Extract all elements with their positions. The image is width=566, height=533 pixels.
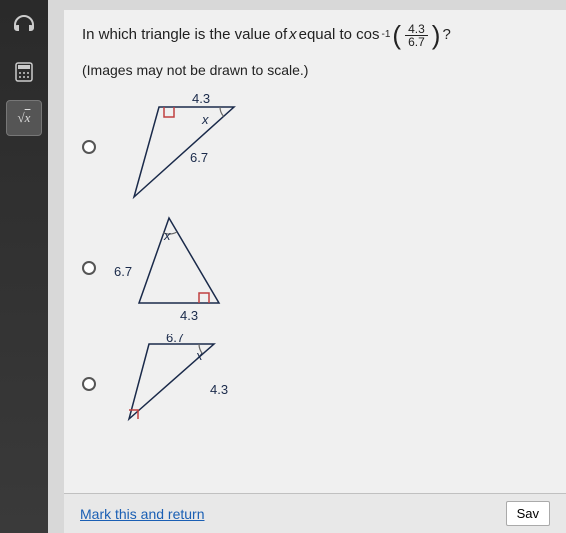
svg-text:6.7: 6.7 — [166, 334, 184, 345]
radio-button[interactable] — [82, 140, 96, 154]
question-panel: In which triangle is the value of x equa… — [64, 10, 566, 533]
footer-bar: Mark this and return Sav — [64, 493, 566, 533]
svg-text:4.3: 4.3 — [180, 308, 198, 323]
question-mid: equal to cos — [299, 23, 380, 47]
question-text: In which triangle is the value of x equa… — [82, 22, 548, 48]
calculator-icon[interactable] — [6, 54, 42, 90]
svg-text:6.7: 6.7 — [114, 264, 132, 279]
radio-button[interactable] — [82, 261, 96, 275]
svg-text:4.3: 4.3 — [210, 382, 228, 397]
fraction-den: 6.7 — [405, 36, 428, 48]
question-prefix: In which triangle is the value of — [82, 23, 287, 47]
fraction: 4.3 6.7 — [405, 23, 428, 48]
svg-text:6.7: 6.7 — [190, 150, 208, 165]
triangle-diagram: 4.3 x 6.7 — [114, 92, 254, 202]
question-suffix: ? — [442, 23, 450, 47]
options-list: 4.3 x 6.7 6.7 4.3 x 6.7 4.3 x — [82, 92, 548, 434]
fraction-num: 4.3 — [405, 23, 428, 36]
svg-text:x: x — [195, 348, 203, 363]
scale-note: (Images may not be drawn to scale.) — [82, 62, 548, 78]
answer-option[interactable]: 6.7 4.3 x — [82, 334, 548, 434]
bracket-close: ) — [432, 22, 441, 48]
mark-return-link[interactable]: Mark this and return — [80, 506, 205, 522]
formula-icon[interactable]: √x — [6, 100, 42, 136]
save-button[interactable]: Sav — [506, 501, 550, 526]
content-area: In which triangle is the value of x equa… — [48, 0, 566, 533]
svg-text:x: x — [163, 228, 171, 243]
radio-button[interactable] — [82, 377, 96, 391]
answer-option[interactable]: 4.3 x 6.7 — [82, 92, 548, 202]
question-var: x — [289, 23, 297, 47]
triangle-diagram: 6.7 4.3 x — [114, 334, 254, 434]
svg-text:x: x — [201, 112, 209, 127]
bracket-open: ( — [392, 22, 401, 48]
svg-text:4.3: 4.3 — [192, 92, 210, 106]
headphones-icon[interactable] — [6, 8, 42, 44]
question-exp: -1 — [382, 27, 391, 43]
tool-sidebar: √x — [0, 0, 48, 533]
answer-option[interactable]: 6.7 4.3 x — [82, 208, 548, 328]
triangle-diagram: 6.7 4.3 x — [114, 208, 244, 328]
